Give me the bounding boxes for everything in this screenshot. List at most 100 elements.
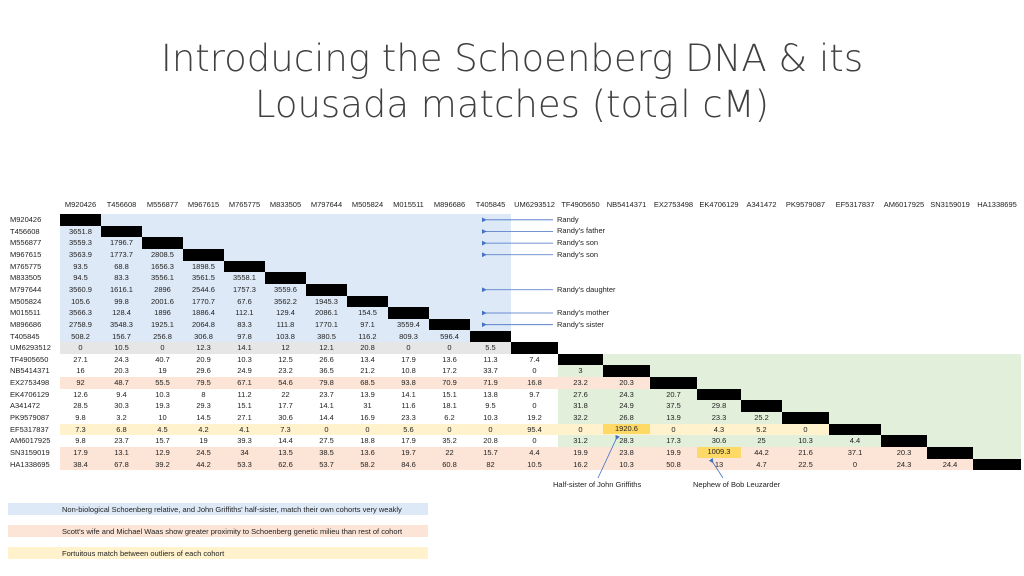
matrix-cell: 10.5 [527,459,542,469]
matrix-cell: 0 [160,343,165,353]
relation-label: Randy's son [557,238,599,248]
matrix-cell: 20.3 [114,366,129,376]
matrix-cell: 5.5 [485,343,496,353]
row-tint-18 [60,423,829,436]
matrix-cell: 1770.7 [192,296,215,306]
col-header: TF4905650 [561,200,600,209]
title-line-2: Lousada matches (total cM) [254,83,770,126]
matrix-cell: 29.8 [711,401,727,411]
matrix-cell: 19.7 [401,448,416,457]
matrix-cell: 10.8 [401,366,416,376]
diagonal-cell [224,260,265,273]
row-label: M967615 [10,249,42,259]
matrix-cell: 94.5 [73,273,88,283]
matrix-cell: 12 [281,343,290,353]
matrix-cell: 380.5 [317,331,336,341]
matrix-cell: 53.7 [319,459,334,469]
col-header: EX2753498 [653,200,694,209]
matrix-cell: 3563.9 [69,249,92,259]
matrix-cell: 9.4 [116,389,127,399]
matrix-cell: 7.3 [75,424,86,434]
diagonal-cell [603,365,650,378]
matrix-cell: 256.8 [153,331,172,341]
matrix-cell: 3556.1 [151,273,174,283]
row-label: SN3159019 [10,448,50,457]
col-header: HA1338695 [977,200,1017,209]
matrix-cell: 82 [486,459,495,469]
diagonal-cell [306,283,347,296]
matrix-cell: 15.7 [155,436,170,446]
matrix-cell: 1796.7 [110,238,133,248]
legend-swatch-blue [8,503,428,515]
matrix-cell: 11.6 [401,401,416,411]
matrix-cell: 2544.6 [192,284,215,294]
row-label: NB5414371 [10,366,50,376]
matrix-cell: 13 [714,459,724,469]
diagonal-cell [741,400,782,413]
matrix-cell: 70.9 [442,378,457,388]
matrix-cell: 24.9 [619,401,634,411]
matrix-cell: 17.7 [278,401,293,411]
matrix-cell: 2001.6 [151,296,174,306]
matrix-cell: 24.5 [196,448,211,457]
matrix-cell: 53.3 [237,459,252,469]
matrix-cell: 26.8 [619,413,634,423]
legend-text-3: Fortuitous match between outliers of eac… [62,549,225,558]
matrix-cell: 37.5 [666,401,681,411]
matrix-cell: 37.1 [847,448,863,457]
row-label: T405845 [10,331,40,341]
matrix-cell: 68.5 [360,378,375,388]
matrix-cell: 23.8 [619,448,634,457]
col-header: SN3159019 [930,200,970,209]
matrix-cell: 24.3 [896,459,912,469]
matrix-cell: 3.2 [116,413,127,423]
matrix-cell: 15.1 [442,389,457,399]
diagonal-cell [511,342,558,354]
matrix-cell: 9.8 [75,413,86,423]
matrix-cell: 4.3 [713,424,725,434]
matrix-cell: 14.4 [319,413,334,423]
matrix-cell: 0 [803,424,808,434]
matrix-cell: 3561.5 [192,273,215,283]
diagonal-cell [697,388,741,401]
matrix-cell: 3562.2 [274,296,297,306]
matrix-cell: 128.4 [112,308,131,318]
matrix-cell: 13.4 [360,354,375,364]
col-header: EF5317837 [835,200,875,209]
matrix-cell: 23.2 [573,378,588,388]
matrix-cell: 79.5 [196,378,211,388]
diagonal-cell [650,377,697,389]
matrix-cell: 2064.8 [192,319,215,329]
matrix-cell: 0 [324,424,329,434]
matrix-cell: 1920.6 [603,423,650,435]
matrix-cell: 1757.3 [233,284,256,294]
matrix-cell: 58.2 [360,459,375,469]
matrix-cell: 23.7 [319,389,334,399]
matrix-cell: 30.6 [278,413,293,423]
matrix-cell: 0 [406,343,411,353]
matrix-cell: 17.9 [401,436,416,446]
row-label: M765775 [10,261,42,271]
matrix-cell: 19.9 [573,448,588,457]
diagonal-cell [101,225,142,238]
relation-label: Randy's daughter [557,284,616,294]
row-tint-14 [60,377,650,389]
matrix-cell: 28.5 [73,401,88,411]
matrix-cell: 0 [532,401,537,411]
matrix-cell: 112.1 [235,308,254,318]
matrix-cell: 23.2 [278,366,293,376]
matrix-cell: 10.5 [114,343,129,353]
col-header: T456608 [106,200,137,209]
matrix-cell: 809.3 [399,331,418,341]
matrix-cell: 17.9 [73,448,88,457]
row-label: PK9579087 [10,413,50,423]
matrix-cell: 11.2 [237,389,252,399]
matrix-cell: 54.6 [278,378,293,388]
matrix-cell: 35.2 [442,436,457,446]
matrix-cell: 55.5 [155,378,170,388]
note-half-sister: Half-sister of John Griffiths [553,480,642,489]
matrix-cell: 129.4 [276,308,295,318]
diagonal-cell [829,423,881,436]
slide-title: Introducing the Schoenberg DNA & its Lou… [0,36,1024,128]
matrix-cell: 14.5 [196,413,211,423]
